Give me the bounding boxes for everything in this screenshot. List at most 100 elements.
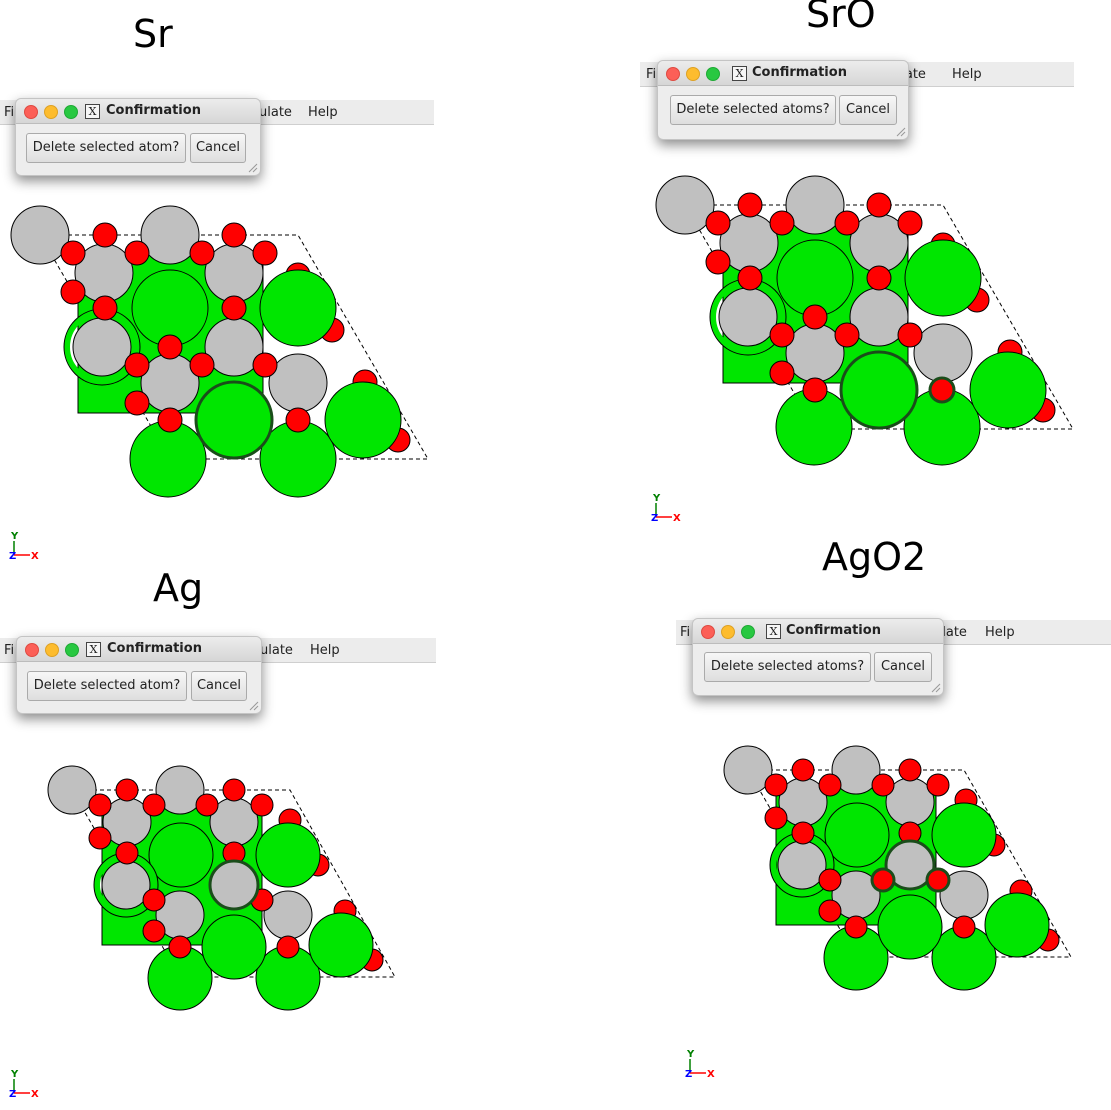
cancel-button[interactable]: Cancel bbox=[839, 95, 897, 125]
close-icon[interactable] bbox=[666, 67, 680, 81]
silver-atom bbox=[72, 317, 132, 377]
menu-file[interactable]: Fi bbox=[680, 625, 691, 640]
minimize-icon[interactable] bbox=[44, 105, 58, 119]
axis-y-label: Y bbox=[686, 1049, 695, 1060]
menu-file[interactable]: Fi bbox=[4, 643, 15, 658]
oxygen-atom bbox=[115, 778, 139, 802]
silver-atom bbox=[10, 205, 70, 265]
selected-silver-atom[interactable] bbox=[208, 859, 260, 911]
close-icon[interactable] bbox=[25, 643, 39, 657]
axis-indicator: Y Z X bbox=[9, 1069, 39, 1100]
x11-icon: X bbox=[85, 104, 100, 119]
zoom-icon[interactable] bbox=[706, 67, 720, 81]
oxygen-atom bbox=[88, 793, 112, 817]
resize-grip-icon[interactable] bbox=[894, 125, 906, 137]
delete-button[interactable]: Delete selected atoms? bbox=[670, 95, 836, 125]
dialog-titlebar[interactable]: X Confirmation bbox=[693, 619, 943, 644]
silver-atom bbox=[47, 765, 97, 815]
silver-atom bbox=[831, 745, 881, 795]
dialog-titlebar[interactable]: X Confirmation bbox=[16, 99, 260, 124]
resize-grip-icon[interactable] bbox=[246, 161, 258, 173]
panel-title: SrO bbox=[806, 0, 876, 36]
delete-button[interactable]: Delete selected atoms? bbox=[704, 652, 871, 682]
minimize-icon[interactable] bbox=[721, 625, 735, 639]
close-icon[interactable] bbox=[24, 105, 38, 119]
cancel-button[interactable]: Cancel bbox=[190, 133, 246, 163]
oxygen-atom bbox=[866, 265, 892, 291]
strontium-atom bbox=[931, 802, 997, 868]
oxygen-atom bbox=[142, 888, 166, 912]
atom-view[interactable] bbox=[676, 725, 1096, 1015]
minimize-icon[interactable] bbox=[686, 67, 700, 81]
selected-strontium-atom[interactable] bbox=[839, 350, 919, 430]
oxygen-atom bbox=[168, 935, 192, 959]
panel-title: AgO2 bbox=[822, 535, 927, 579]
selected-silver-atom[interactable] bbox=[884, 839, 936, 891]
delete-button[interactable]: Delete selected atom? bbox=[27, 671, 187, 701]
oxygen-atom bbox=[195, 793, 219, 817]
menu-help[interactable]: Help bbox=[952, 67, 982, 82]
resize-grip-icon[interactable] bbox=[929, 681, 941, 693]
oxygen-atom bbox=[88, 826, 112, 850]
oxygen-atom bbox=[897, 322, 923, 348]
strontium-atom bbox=[129, 420, 207, 498]
strontium-atom bbox=[877, 894, 943, 960]
selected-oxygen-atom[interactable] bbox=[928, 376, 956, 404]
silver-atom bbox=[913, 323, 973, 383]
zoom-icon[interactable] bbox=[741, 625, 755, 639]
menu-help[interactable]: Help bbox=[308, 105, 338, 120]
close-icon[interactable] bbox=[701, 625, 715, 639]
minimize-icon[interactable] bbox=[45, 643, 59, 657]
strontium-atom bbox=[324, 381, 402, 459]
zoom-icon[interactable] bbox=[64, 105, 78, 119]
oxygen-atom bbox=[764, 773, 788, 797]
strontium-atom bbox=[259, 269, 337, 347]
menu-calculate[interactable]: ulate bbox=[260, 643, 293, 658]
axis-z-label: Z bbox=[685, 1069, 692, 1080]
oxygen-atom bbox=[222, 778, 246, 802]
oxygen-atom bbox=[285, 407, 311, 433]
silver-atom bbox=[718, 287, 778, 347]
oxygen-atom bbox=[92, 295, 118, 321]
oxygen-atom bbox=[252, 240, 278, 266]
oxygen-atom bbox=[737, 265, 763, 291]
dialog-titlebar[interactable]: X Confirmation bbox=[658, 61, 908, 86]
dialog-title: Confirmation bbox=[786, 623, 881, 638]
resize-grip-icon[interactable] bbox=[247, 699, 259, 711]
menu-calculate[interactable]: ulate bbox=[259, 105, 292, 120]
oxygen-atom bbox=[866, 192, 892, 218]
cancel-button[interactable]: Cancel bbox=[874, 652, 932, 682]
oxygen-atom bbox=[871, 773, 895, 797]
zoom-icon[interactable] bbox=[65, 643, 79, 657]
oxygen-atom bbox=[897, 210, 923, 236]
atom-view[interactable] bbox=[0, 195, 440, 505]
strontium-atom bbox=[308, 912, 374, 978]
delete-button[interactable]: Delete selected atom? bbox=[26, 133, 186, 163]
x11-icon: X bbox=[766, 624, 781, 639]
selected-strontium-atom[interactable] bbox=[194, 380, 274, 460]
silver-atom bbox=[785, 175, 845, 235]
dialog-title: Confirmation bbox=[107, 641, 202, 656]
oxygen-atom bbox=[791, 758, 815, 782]
selected-oxygen-atom[interactable] bbox=[925, 867, 951, 893]
menu-help[interactable]: Help bbox=[985, 625, 1015, 640]
strontium-atom bbox=[984, 892, 1050, 958]
oxygen-atom bbox=[189, 352, 215, 378]
menu-help[interactable]: Help bbox=[310, 643, 340, 658]
oxygen-atom bbox=[769, 210, 795, 236]
menu-file[interactable]: Fi bbox=[646, 67, 657, 82]
oxygen-atom bbox=[157, 407, 183, 433]
axis-y-label: Y bbox=[10, 531, 19, 542]
oxygen-atom bbox=[92, 222, 118, 248]
selected-oxygen-atom[interactable] bbox=[870, 867, 896, 893]
menu-file[interactable]: Fi bbox=[4, 105, 15, 120]
panel-title: Sr bbox=[133, 12, 173, 56]
oxygen-atom bbox=[802, 304, 828, 330]
strontium-atom bbox=[824, 802, 890, 868]
cancel-button[interactable]: Cancel bbox=[191, 671, 247, 701]
atom-view[interactable] bbox=[640, 165, 1080, 475]
atom-view[interactable] bbox=[0, 745, 420, 1035]
oxygen-atom bbox=[250, 793, 274, 817]
oxygen-atom bbox=[844, 915, 868, 939]
dialog-titlebar[interactable]: X Confirmation bbox=[17, 637, 261, 662]
